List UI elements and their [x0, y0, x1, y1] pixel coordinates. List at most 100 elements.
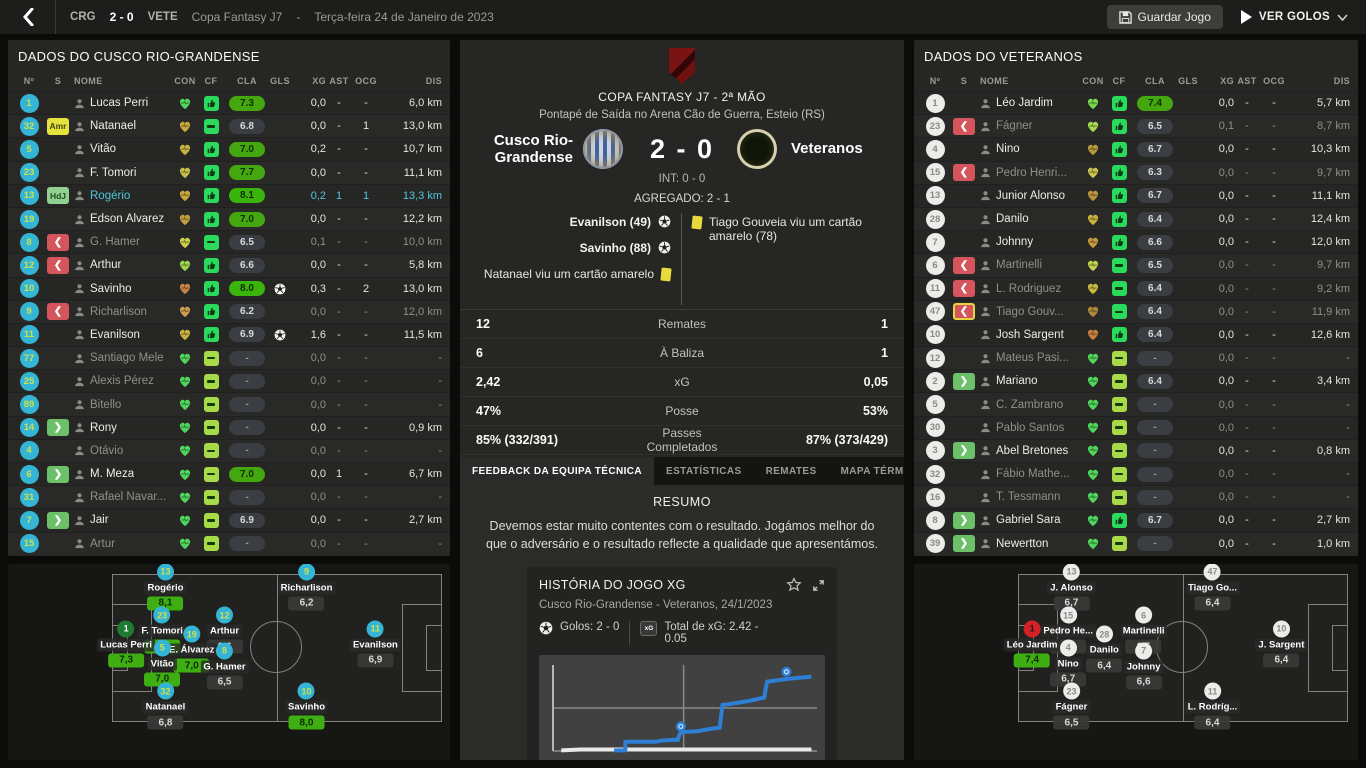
player-icon [981, 307, 990, 317]
player-row[interactable]: 28 Danilo 6.4 0,0- -12,4 km [914, 206, 1358, 231]
player-row[interactable]: 12 Mateus Pasi... -0,0- - - [914, 346, 1358, 370]
match-rating: - [1137, 420, 1173, 436]
player-row[interactable]: 11 Evanilson 6.9 1,6- -11,5 km [8, 322, 450, 346]
pitch-player-chip[interactable]: 5 Vitão 7,0 [144, 639, 181, 687]
player-row[interactable]: 3 ❯ Abel Bretones -0,0- -0,8 km [914, 438, 1358, 462]
player-row[interactable]: 13 Junior Alonso 6.7 0,0- -11,1 km [914, 183, 1358, 207]
back-button[interactable] [0, 0, 56, 34]
form-neutral-icon [1111, 257, 1127, 273]
xg-value: 0,0 [310, 398, 326, 411]
player-row[interactable]: 5 C. Zambrano -0,0- - - [914, 392, 1358, 416]
player-row[interactable]: 8 ❮ G. Hamer 6.5 0,1- -10,0 km [8, 230, 450, 253]
shirt-number: 25 [19, 371, 39, 391]
player-row[interactable]: 8 ❯ Gabriel Sara 6.7 0,0- -2,7 km [914, 508, 1358, 531]
assists-value: - [1245, 282, 1249, 295]
pitch-player-chip[interactable]: 11 L. Rodríg... 6,4 [1184, 682, 1241, 730]
player-name: Bitello [90, 398, 122, 411]
pitch-player-chip[interactable]: 47 Tiago Go... 6,4 [1185, 564, 1240, 611]
pitch-player-chip[interactable]: 28 Danilo 6,4 [1086, 625, 1123, 673]
topbar-competition: Copa Fantasy J7 [191, 10, 283, 24]
tab-estat-sticas[interactable]: ESTATÍSTICAS [666, 466, 742, 477]
player-row[interactable]: 1 Lucas Perri 7.3 0,0- -6,0 km [8, 91, 450, 114]
pitch-player-chip[interactable]: 7 Johnny 6,6 [1123, 642, 1164, 690]
pitch-player-chip[interactable]: 9 Richarlison 6,2 [277, 564, 336, 611]
pitch-player-chip[interactable]: 4 Nino 6,7 [1050, 639, 1087, 687]
player-row[interactable]: 19 Edson Álvarez 7.0 0,0- -12,2 km [8, 206, 450, 231]
pitch-player-chip[interactable]: 1 Léo Jardim 7,4 [1003, 620, 1061, 668]
pitch-player-chip[interactable]: 10 Savinho 8,0 [285, 682, 328, 730]
player-row[interactable]: 77 Santiago Mele -0,0- - - [8, 346, 450, 370]
match-rating: 6.8 [229, 118, 265, 134]
player-row[interactable]: 32 Fábio Mathe... -0,0- - - [914, 462, 1358, 485]
match-rating: 6.4 [1137, 281, 1173, 297]
xg-value: 0,0 [1218, 537, 1234, 550]
tab-feedback-da-equipa-t-cnica[interactable]: FEEDBACK DA EQUIPA TÉCNICA [460, 457, 655, 485]
save-game-button[interactable]: Guardar Jogo [1106, 5, 1223, 29]
home-squad-panel: DADOS DO CUSCO RIO-GRANDENSE Nº S NOME CON C… [8, 40, 450, 556]
player-row[interactable]: 10 Savinho 8.0 0,3- 2 13,0 km [8, 276, 450, 300]
assists-value: - [1245, 236, 1249, 249]
xg-value: 0,0 [1218, 259, 1234, 272]
player-row[interactable]: 12 ❮ Arthur 6.6 0,0- -5,8 km [8, 253, 450, 277]
assists-value: - [1245, 352, 1249, 365]
player-row[interactable]: 15 ❮ Pedro Henri... 6.3 0,0- -9,7 km [914, 160, 1358, 184]
player-row[interactable]: 31 Rafael Navar... -0,0- - - [8, 485, 450, 509]
pitch-player-chip[interactable]: 32 Natanael 6,8 [142, 682, 189, 730]
pitch-player-chip[interactable]: 13 Rogério 8,1 [144, 564, 187, 611]
player-row[interactable]: 9 ❮ Richarlison 6.2 0,0- -12,0 km [8, 299, 450, 323]
player-row[interactable]: 25 Alexis Pérez -0,0- - - [8, 369, 450, 392]
subbed-off-icon: ❮ [47, 303, 69, 321]
player-row[interactable]: 10 Josh Sargent 6.4 0,0- -12,6 km [914, 322, 1358, 346]
player-row[interactable]: 39 ❯ Newertton -0,0- -1,0 km [914, 531, 1358, 555]
player-row[interactable]: 2 ❯ Mariano 6.4 0,0- -3,4 km [914, 369, 1358, 392]
assists-value: - [337, 421, 341, 434]
player-row[interactable]: 32 Amr Natanael 6.8 0,0- 1 13,0 km [8, 114, 450, 138]
player-row[interactable]: 6 ❮ Martinelli 6.5 0,0- -9,7 km [914, 253, 1358, 277]
assists-value: - [1245, 444, 1249, 457]
player-row[interactable]: 11 ❮ L. Rodriguez 6.4 0,0- -9,2 km [914, 276, 1358, 300]
shirt-number: 12 [19, 255, 39, 275]
player-row[interactable]: 6 ❯ M. Meza 7.0 0,0 1 - 6,7 km [8, 462, 450, 485]
xg-card-subtitle: Cusco Rio-Grandense - Veteranos, 24/1/20… [539, 599, 773, 612]
pitch-player-chip[interactable]: 23 Fágner 6,5 [1052, 682, 1091, 730]
football-icon [539, 621, 553, 635]
pitch-player-chip[interactable]: 10 J. Sargent 6,4 [1255, 620, 1308, 668]
event-text: Natanael viu um cartão amarelo [483, 267, 654, 281]
player-row[interactable]: 4 Otávio -0,0- - - [8, 438, 450, 462]
pitch-player-chip[interactable]: 11 Evanilson 6,9 [349, 620, 401, 668]
shirt-number: 28 [925, 209, 945, 229]
player-name: Richarlison [277, 581, 336, 595]
pitch-player-chip[interactable]: 8 G. Hamer 6,5 [200, 642, 249, 690]
star-icon[interactable] [786, 577, 802, 593]
tab-remates[interactable]: REMATES [765, 466, 817, 477]
player-row[interactable]: 30 Pablo Santos -0,0- - - [914, 415, 1358, 439]
shirt-number: 13 [19, 186, 39, 206]
view-goals-button[interactable]: VER GOLOS [1240, 10, 1348, 24]
distance-value: 6,0 km [408, 97, 442, 110]
match-rating: - [1137, 536, 1173, 552]
player-row[interactable]: 47 ❮ Tiago Gouv... 6.4 0,0- -11,9 km [914, 299, 1358, 323]
away-team-name[interactable]: Veteranos [791, 140, 863, 158]
player-name: Johnny [996, 236, 1034, 249]
player-row[interactable]: 89 Bitello -0,0- - - [8, 392, 450, 416]
player-row[interactable]: 16 T. Tessmann -0,0- - - [914, 485, 1358, 509]
player-row[interactable]: 4 Nino 6.7 0,0- -10,3 km [914, 137, 1358, 160]
assists-value: - [1245, 213, 1249, 226]
player-row[interactable]: 7 ❯ Jair 6.9 0,0- -2,7 km [8, 508, 450, 531]
player-row[interactable]: 23 ❮ Fágner 6.5 0,1- -8,7 km [914, 114, 1358, 138]
player-row[interactable]: 14 ❯ Rony -0,0- -0,9 km [8, 415, 450, 439]
player-row[interactable]: 7 Johnny 6.6 0,0- -12,0 km [914, 230, 1358, 253]
pitch-player-chip[interactable]: 1 Lucas Perri 7,3 [97, 620, 155, 668]
expand-icon[interactable] [812, 579, 825, 592]
player-row[interactable]: 1 Léo Jardim 7.4 0,0- -5,7 km [914, 91, 1358, 114]
player-row[interactable]: 15 Artur -0,0- - - [8, 531, 450, 555]
form-thumb-icon [1111, 118, 1127, 134]
form-thumb-icon [1111, 234, 1127, 250]
home-team-name[interactable]: Cusco Rio-Grandense [493, 131, 573, 166]
tab-mapa-t-rmico[interactable]: MAPA TÉRMICO [840, 466, 904, 477]
player-row[interactable]: 5 Vitão 7.0 0,2- -10,7 km [8, 137, 450, 160]
player-row[interactable]: 23 F. Tomori 7.7 0,0- -11,1 km [8, 160, 450, 184]
pitch-player-chip[interactable]: 13 J. Alonso 6,7 [1047, 564, 1096, 611]
player-row[interactable]: 13 HdJ Rogério 8.1 0,2 1 1 13,3 km [8, 183, 450, 207]
